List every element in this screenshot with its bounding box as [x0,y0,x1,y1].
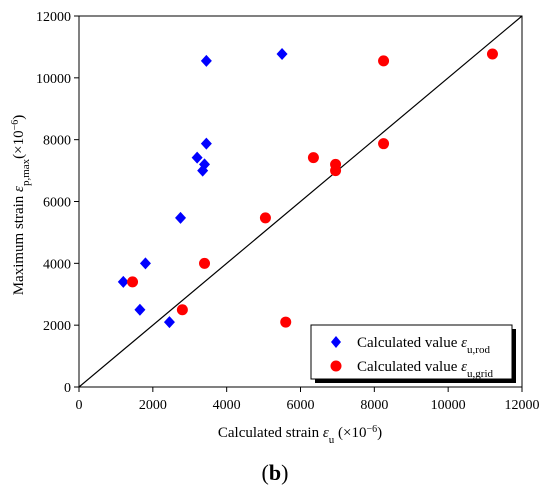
grid-data-point [486,48,498,60]
x-tick-label: 0 [76,398,83,413]
rod-data-point [139,257,151,270]
y-tick-label: 6000 [43,196,71,211]
data-points [117,48,498,329]
grid-data-point [307,152,319,164]
x-tick-label: 12000 [505,398,540,413]
rod-data-point [191,151,203,164]
panel-label: (b) [262,460,289,485]
x-axis: 0 2000 4000 6000 8000 10000 12000 [76,387,540,413]
y-axis-label: Maximum strain εp,max(×10−6) [10,115,33,296]
legend-diamond-marker [331,336,341,348]
y-tick-label: 4000 [43,257,71,272]
y-axis: 0 2000 4000 6000 8000 10000 12000 [36,10,79,396]
rod-data-point [163,316,175,329]
rod-data-point [175,211,187,224]
rod-data-point [200,137,212,150]
grid-data-point [378,138,390,150]
x-tick-label: 6000 [287,398,315,413]
y-tick-label: 8000 [43,134,71,149]
grid-data-point [330,158,342,170]
grid-data-point [199,257,211,269]
y-tick-label: 10000 [36,72,71,87]
rod-data-point [134,303,146,316]
legend: Calculated value εu,rod Calculated value… [310,324,516,383]
grid-data-point [259,212,271,224]
grid-data-point [378,55,390,67]
x-tick-label: 2000 [139,398,167,413]
rod-data-point [200,54,212,67]
grid-data-point [280,316,292,328]
legend-box [310,324,513,380]
legend-circle-marker [330,360,342,372]
legend-label-grid: Calculated value εu,grid [357,359,494,380]
x-tick-label: 4000 [213,398,241,413]
rod-data-point [117,275,129,288]
reference-line [78,15,523,388]
y-tick-label: 0 [64,381,71,396]
rod-data-point [199,158,211,171]
x-axis-label: Calculated strain εu (×10−6) [218,424,382,447]
legend-label-rod: Calculated value εu,rod [357,335,490,356]
y-tick-label: 12000 [36,10,71,25]
rod-data-point [276,48,288,61]
y-tick-label: 2000 [43,319,71,334]
grid-data-point [127,276,139,288]
x-tick-label: 8000 [360,398,388,413]
x-tick-label: 10000 [431,398,466,413]
grid-data-point [176,304,188,316]
